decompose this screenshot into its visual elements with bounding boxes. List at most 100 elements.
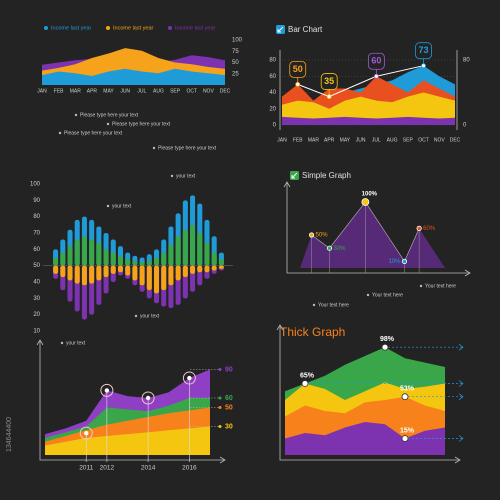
chart-title: Simple Graph [302,171,351,180]
y-tick-label: 20 [33,312,40,318]
y2-tick-label: 80 [463,58,470,64]
highlight-line [297,65,424,98]
x-tick-label: JUL [372,137,381,143]
annotation: your text [112,203,132,209]
annotation-dot [60,341,64,345]
point [381,343,389,351]
x-tick-label: FEB [293,137,303,143]
end-label: 90 [225,366,233,373]
point [187,375,192,381]
bar [153,257,160,266]
x-tick-label: SEP [170,88,181,94]
value-label: 30% [333,246,346,252]
x-tick-label: JUL [137,88,146,94]
bar [74,239,80,266]
annotation: Your text here [425,283,456,289]
x-tick-label: OCT [418,137,429,143]
point [308,232,315,238]
arrow-head [458,343,464,351]
bar [103,249,109,266]
x-tick-label: SEP [403,137,414,143]
annotation: your text [176,173,196,179]
bar [139,265,145,286]
area [282,92,455,125]
bar [182,229,188,266]
annotation: Your text here [372,292,403,298]
x-tick-label: MAY [103,88,114,94]
y-tick-label: 25 [232,71,239,77]
axis-arrow [36,339,226,464]
x-tick-label: 2011 [79,465,93,472]
x-tick-label: JAN [277,137,287,143]
chart-panel: Simple Graph 50% 30% 100% 10% 60% Your text he… [283,171,471,308]
y-tick-label: 50 [232,60,239,66]
end-label: 50 [225,404,233,411]
bar [81,265,87,286]
annotation-dot [170,174,174,178]
label-dot [218,396,222,400]
annotation-dot [419,284,423,288]
bar [146,265,152,291]
bar [96,242,102,266]
value-label: 98% [380,336,395,343]
annotation: Please type here your text [112,121,171,127]
legend-label: Income last year [51,25,92,31]
x-tick-label: MAY [340,137,351,143]
x-tick-label: APR [87,88,98,94]
x-tick-label: 2014 [141,465,156,472]
point [401,435,409,442]
chart-panel: Thick Graph 65% 98% 53% 15% [276,324,464,464]
bar [197,233,203,266]
annotation-dot [152,146,156,150]
bar [218,265,224,269]
bubble [320,73,338,90]
y-tick-label: 50 [33,263,40,269]
end-label: 30 [225,423,233,430]
axes [279,325,460,461]
axes [286,182,470,274]
bar [204,242,210,266]
y-tick-label: 100 [232,38,243,44]
bar [197,265,203,273]
x-tick-label: APR [324,137,335,143]
stock-id: 134644400 [6,417,13,452]
bar [110,252,116,266]
label-dot [218,406,222,409]
bar [132,260,138,266]
bar [67,265,73,281]
annotation-dot [106,204,110,208]
bar [175,265,181,281]
y-tick-label: 60 [269,74,276,80]
arrow-head [458,435,464,442]
x-tick-label: DEC [450,137,461,143]
bar [168,265,174,286]
annotation-dot [74,113,78,117]
area [42,68,225,85]
annotation-dot [312,303,316,307]
chart-panel: 2011 2012 2014 2016 30 50 60 90 [36,339,233,472]
chart-panel: Bar Chart 0 20 40 60 80 0 80 JAN FEB MAR APR MAY JUN J… [269,25,470,143]
legend-swatch [106,26,110,30]
bar [117,265,124,273]
arrow-head [458,380,464,387]
point [301,380,309,387]
bar [153,265,160,294]
highlight-point [373,73,379,79]
end-label: 60 [225,395,233,402]
point [326,245,333,251]
bar [132,265,138,281]
y-tick-label: 40 [33,280,40,286]
value-label: 10% [388,259,401,265]
bar [211,252,217,266]
bar [103,265,109,278]
title-icon-arrow [291,172,298,179]
highlight-label: 50 [293,64,303,74]
x-tick-label: MAR [70,88,82,94]
y-tick-label: 90 [33,198,40,204]
y-tick-label: 20 [269,106,276,112]
bar [53,257,59,266]
highlight-point [326,94,332,99]
y2-tick-label: 0 [463,123,467,129]
value-label: 15% [400,427,415,434]
